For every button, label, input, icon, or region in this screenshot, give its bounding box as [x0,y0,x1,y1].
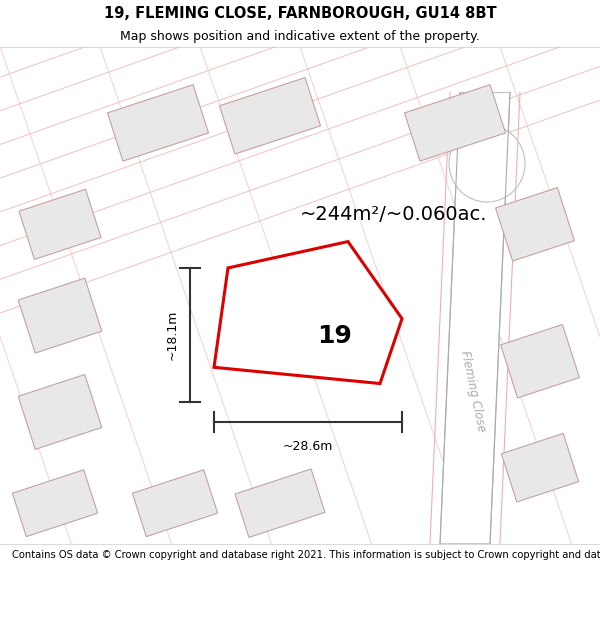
Text: ~18.1m: ~18.1m [166,309,179,360]
Polygon shape [404,85,506,161]
Text: 19: 19 [317,324,352,348]
Text: ~244m²/~0.060ac.: ~244m²/~0.060ac. [300,205,487,224]
Polygon shape [500,324,580,398]
Text: Fleming Close: Fleming Close [458,350,488,434]
Polygon shape [19,189,101,259]
Text: Contains OS data © Crown copyright and database right 2021. This information is : Contains OS data © Crown copyright and d… [12,550,600,560]
Text: 19, FLEMING CLOSE, FARNBOROUGH, GU14 8BT: 19, FLEMING CLOSE, FARNBOROUGH, GU14 8BT [104,6,496,21]
Polygon shape [133,470,218,537]
Polygon shape [18,374,102,449]
Polygon shape [496,188,574,261]
Circle shape [449,125,525,202]
Polygon shape [502,433,578,502]
Polygon shape [18,278,102,353]
Polygon shape [214,242,402,384]
Text: ~28.6m: ~28.6m [283,441,333,453]
Polygon shape [229,275,331,356]
Text: Map shows position and indicative extent of the property.: Map shows position and indicative extent… [120,30,480,43]
Polygon shape [13,470,98,537]
Polygon shape [440,92,510,544]
Polygon shape [235,469,325,538]
Polygon shape [107,85,209,161]
Polygon shape [220,78,320,154]
